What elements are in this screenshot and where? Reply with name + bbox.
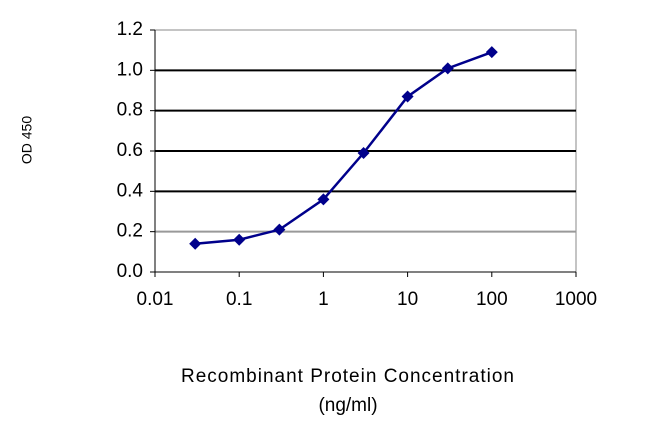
data-point <box>401 90 414 103</box>
data-point <box>233 233 246 246</box>
data-point <box>189 237 202 250</box>
y-axis-label: OD 450 <box>19 116 35 164</box>
y-tick-label: 1.2 <box>117 19 143 40</box>
data-point <box>441 62 454 75</box>
x-tick-label: 100 <box>476 289 508 310</box>
y-tick-label: 0.0 <box>117 261 143 282</box>
y-tick-label: 1.0 <box>117 59 143 80</box>
x-tick-label: 0.01 <box>137 289 174 310</box>
x-tick-label: 1 <box>318 289 329 310</box>
data-point <box>357 147 370 160</box>
x-tick-label: 10 <box>397 289 418 310</box>
data-point <box>273 223 286 236</box>
y-tick-label: 0.6 <box>117 140 143 161</box>
x-axis-label: Recombinant Protein Concentration <box>181 366 515 387</box>
x-tick-label: 1000 <box>555 289 597 310</box>
y-tick-label: 0.8 <box>117 100 143 121</box>
data-point <box>485 46 498 59</box>
y-tick-label: 0.2 <box>117 221 143 242</box>
x-tick-label: 0.1 <box>226 289 252 310</box>
data-line <box>195 51 493 246</box>
x-axis-label: (ng/ml) <box>318 395 377 416</box>
data-point <box>317 193 330 206</box>
y-tick-label: 0.4 <box>117 180 144 201</box>
